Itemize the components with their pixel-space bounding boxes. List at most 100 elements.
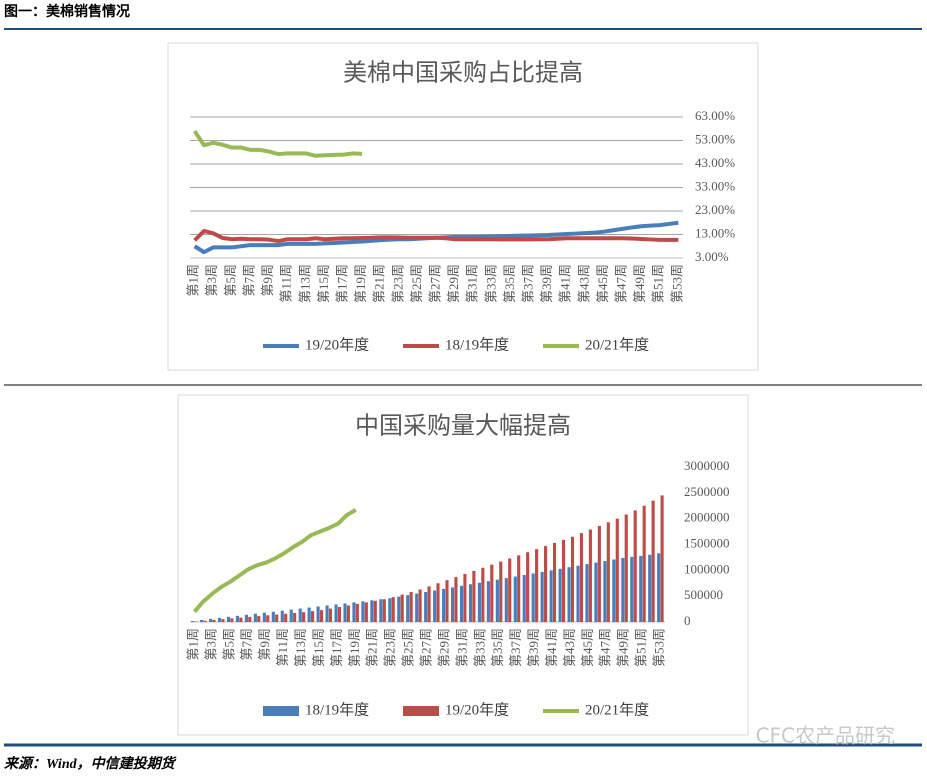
legend-label: 18/19年度 — [445, 336, 509, 353]
bar — [424, 592, 428, 622]
x-tick-label: 第17周 — [334, 264, 349, 303]
bar — [370, 600, 374, 622]
bar — [289, 609, 293, 622]
bar — [293, 612, 297, 622]
y-tick-label: 63.00% — [695, 108, 735, 123]
bar — [316, 606, 320, 622]
bar — [397, 596, 401, 622]
line — [193, 228, 679, 244]
bar — [579, 533, 583, 622]
bar — [624, 514, 628, 622]
bar — [194, 621, 198, 622]
x-tick-label: 第19周 — [353, 264, 368, 303]
x-tick-label: 第29周 — [446, 264, 461, 303]
x-tick-label: 第15周 — [316, 264, 331, 303]
x-tick-label: 第7周 — [241, 264, 256, 297]
y-tick-label: 43.00% — [695, 155, 735, 170]
x-tick-label: 第31周 — [465, 264, 480, 303]
bar — [409, 592, 413, 622]
bar — [200, 619, 204, 622]
y-tick-label: 2500000 — [684, 484, 730, 499]
bar — [328, 608, 333, 622]
bar — [517, 555, 521, 622]
x-tick-label: 第47周 — [598, 628, 613, 667]
bar — [302, 612, 306, 622]
bar — [513, 576, 517, 622]
x-tick-label: 第37周 — [521, 264, 536, 303]
bar — [212, 619, 216, 622]
line — [192, 508, 357, 613]
bar — [454, 577, 458, 622]
y-tick-label: 53.00% — [695, 131, 735, 146]
x-tick-label: 第25周 — [401, 628, 416, 667]
bar — [415, 593, 419, 622]
x-tick-label: 第11周 — [275, 628, 290, 667]
bar — [221, 619, 225, 622]
bar — [307, 607, 311, 622]
bar — [226, 616, 231, 622]
bar — [526, 552, 530, 622]
bar — [499, 561, 503, 622]
bar — [253, 613, 257, 622]
bar — [481, 567, 485, 622]
bar — [549, 570, 553, 622]
x-tick-label: 第13周 — [293, 628, 308, 667]
x-tick-label: 第39周 — [539, 264, 554, 303]
bar — [319, 610, 324, 622]
x-tick-label: 第1周 — [185, 628, 200, 661]
bar — [540, 571, 544, 622]
bar — [310, 611, 315, 622]
bar — [239, 617, 243, 622]
bar — [343, 603, 347, 622]
bar — [400, 594, 404, 622]
x-tick-label: 第21周 — [372, 264, 387, 303]
bar — [355, 603, 359, 622]
x-tick-label: 第9周 — [260, 264, 275, 297]
x-tick-label: 第45周 — [580, 628, 595, 667]
x-tick-label: 第33周 — [483, 264, 498, 303]
x-tick-label: 第33周 — [472, 628, 487, 667]
bar — [570, 536, 575, 622]
bar — [594, 562, 598, 622]
bar — [642, 505, 646, 622]
bar — [418, 589, 422, 622]
bar — [373, 600, 377, 622]
x-tick-label: 第13周 — [297, 264, 312, 303]
bar — [388, 598, 392, 622]
bar — [621, 557, 625, 622]
bar — [262, 612, 266, 622]
x-tick-label: 第51周 — [651, 264, 666, 303]
legend-swatch — [263, 706, 299, 716]
watermark: CFC农产品研究 — [756, 724, 895, 748]
x-tick-label: 第49周 — [616, 628, 631, 667]
x-tick-label: 第51周 — [634, 628, 649, 667]
bar — [352, 602, 356, 622]
bar — [191, 620, 195, 622]
bar — [486, 581, 490, 622]
x-tick-label: 第5周 — [223, 264, 238, 297]
chart-title: 美棉中国采购占比提高 — [343, 60, 583, 87]
bar — [477, 582, 482, 622]
bar — [472, 570, 476, 622]
bar — [630, 556, 634, 622]
x-tick-label: 第9周 — [257, 628, 272, 661]
bar — [544, 546, 548, 622]
bar — [346, 605, 350, 622]
y-tick-label: 1500000 — [684, 535, 730, 550]
legend-label: 20/21年度 — [585, 701, 649, 718]
bar — [244, 614, 248, 622]
bar — [445, 580, 449, 622]
x-tick-label: 第39周 — [526, 628, 541, 667]
chart-title: 中国采购量大幅提高 — [355, 413, 571, 440]
bar — [522, 574, 526, 622]
bar — [657, 553, 661, 622]
x-tick-label: 第47周 — [614, 264, 629, 303]
legend-label: 19/20年度 — [445, 701, 509, 718]
bar — [280, 610, 284, 622]
bar — [615, 518, 619, 622]
bar — [603, 561, 607, 622]
x-tick-label: 第15周 — [311, 628, 326, 667]
bar — [552, 542, 557, 622]
bar — [203, 620, 207, 622]
bar — [257, 616, 261, 622]
